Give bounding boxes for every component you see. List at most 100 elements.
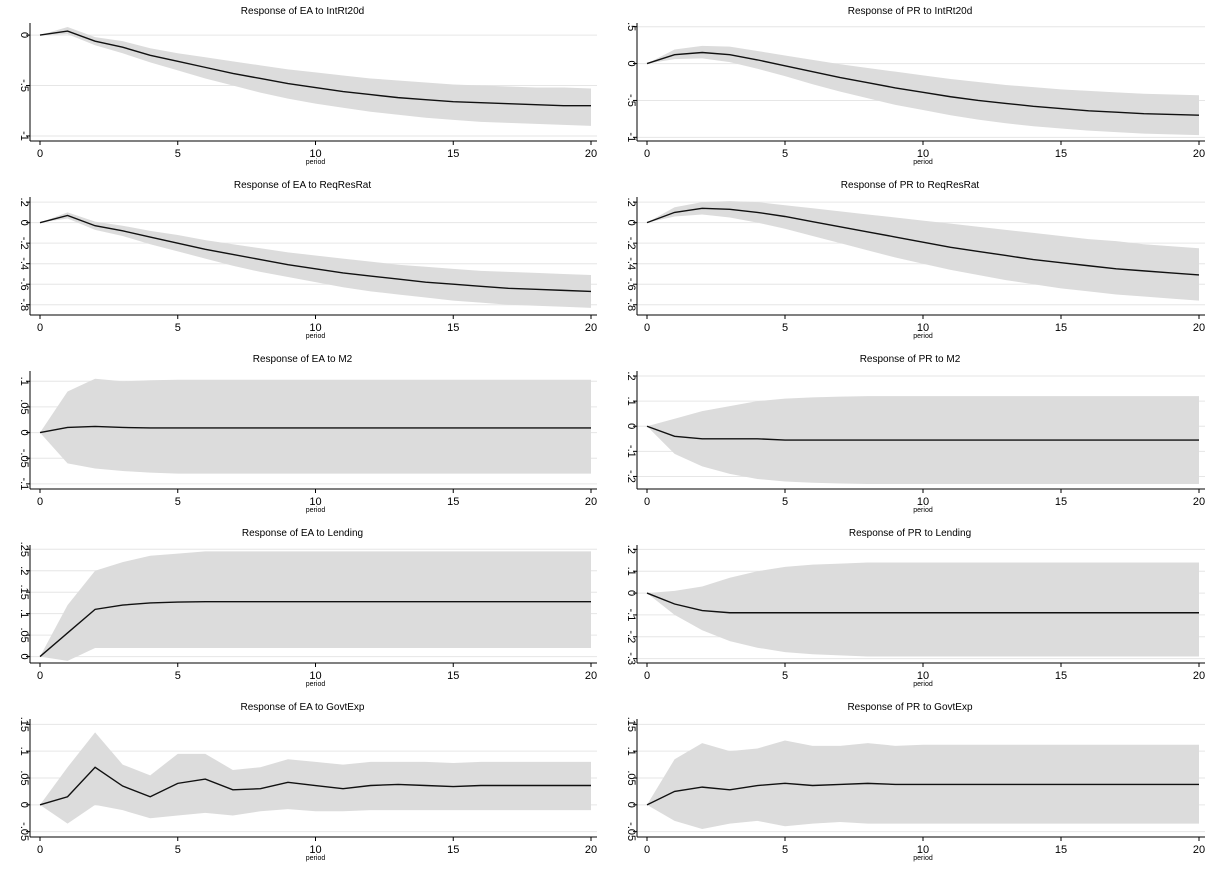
confidence-band — [40, 27, 591, 126]
y-tick-label: 0 — [18, 654, 30, 660]
y-tick-label: .15 — [18, 717, 30, 732]
x-tick-label: 15 — [1055, 148, 1067, 160]
chart-panel-8: Response of EA to GovtExp .15 .1 .05 0 -.05 0 5… — [18, 702, 597, 862]
x-tick-label: 5 — [782, 322, 788, 334]
y-tick-label: -.4 — [625, 257, 637, 270]
y-tick-label: -1 — [18, 131, 30, 141]
y-tick-label: .15 — [625, 717, 637, 732]
x-tick-label: 15 — [447, 148, 459, 160]
y-tick-label: .1 — [18, 609, 30, 618]
x-tick-label: 20 — [585, 496, 597, 508]
response-line — [646, 782, 1199, 806]
x-tick-label: 5 — [175, 322, 181, 334]
y-tick-label: -.5 — [18, 79, 30, 92]
y-tick-label: 0 — [625, 220, 637, 226]
chart-title: Response of EA to GovtExp — [241, 702, 365, 713]
response-line — [39, 766, 591, 806]
x-tick-label: 5 — [782, 670, 788, 682]
x-tick-label: 10 — [917, 148, 929, 160]
chart-title: Response of PR to M2 — [860, 354, 961, 365]
y-tick-label: -.6 — [625, 278, 637, 291]
chart-title: Response of PR to IntRt20d — [848, 6, 973, 17]
y-tick-label: .15 — [18, 585, 30, 600]
y-tick-label: .2 — [625, 371, 637, 380]
x-tick-label: 0 — [644, 844, 650, 856]
x-tick-label: 10 — [917, 844, 929, 856]
confidence-band — [647, 201, 1199, 301]
confidence-band — [40, 378, 591, 474]
response-line — [646, 207, 1200, 276]
x-tick-label: 15 — [447, 844, 459, 856]
y-tick-label: -.2 — [625, 470, 637, 483]
y-tick-label: 0 — [18, 430, 30, 436]
x-tick-label: 0 — [37, 496, 43, 508]
x-axis-label: period — [306, 333, 326, 340]
y-tick-label: 0 — [625, 590, 637, 596]
response-line — [39, 214, 592, 293]
x-axis-label: period — [306, 855, 326, 862]
x-tick-label: 20 — [585, 322, 597, 334]
x-axis-label: period — [913, 159, 933, 166]
y-tick-label: -.6 — [18, 278, 30, 291]
x-axis-label: period — [913, 681, 933, 688]
chart-panel-9: Response of PR to GovtExp .15 .1 .05 0 -.05 0 5… — [625, 702, 1205, 862]
y-tick-label: -.8 — [18, 298, 30, 311]
chart-panel-5: Response of PR to M2 .2 .1 0 -.1 -.2 0 5 10 15 20 p… — [625, 354, 1205, 514]
y-tick-label: .2 — [625, 545, 637, 554]
chart-panel-0: Response of EA to IntRt20d 0 -.5 -1 0 5 10 15 20… — [18, 6, 597, 166]
x-tick-label: 0 — [37, 844, 43, 856]
y-tick-label: -.1 — [625, 445, 637, 458]
x-tick-label: 5 — [175, 844, 181, 856]
y-tick-label: -.1 — [625, 609, 637, 622]
y-tick-label: .1 — [18, 377, 30, 386]
chart-title: Response of PR to Lending — [849, 528, 971, 539]
y-tick-label: 0 — [18, 802, 30, 808]
x-tick-label: 15 — [447, 496, 459, 508]
y-tick-label: 0 — [625, 423, 637, 429]
x-tick-label: 20 — [585, 148, 597, 160]
y-tick-label: -.8 — [625, 298, 637, 311]
x-tick-label: 5 — [782, 148, 788, 160]
chart-panel-3: Response of PR to ReqResRat .2 0 -.2 -.4 -.6 -… — [625, 180, 1205, 340]
x-tick-label: 0 — [644, 670, 650, 682]
confidence-band — [40, 212, 591, 308]
chart-title: Response of EA to IntRt20d — [241, 6, 364, 17]
y-tick-label: .1 — [625, 397, 637, 406]
y-tick-label: -.05 — [18, 822, 30, 841]
x-tick-label: 20 — [585, 844, 597, 856]
x-tick-label: 15 — [1055, 322, 1067, 334]
x-axis-label: period — [306, 159, 326, 166]
y-tick-label: -1 — [625, 132, 637, 142]
x-tick-label: 15 — [1055, 670, 1067, 682]
y-tick-label: .05 — [18, 770, 30, 785]
y-tick-label: -.4 — [18, 257, 30, 270]
y-tick-label: -.3 — [625, 652, 637, 665]
y-tick-label: .2 — [18, 198, 30, 207]
y-tick-label: .1 — [625, 747, 637, 756]
y-tick-label: .2 — [625, 198, 637, 207]
y-tick-label: -.5 — [625, 94, 637, 107]
response-line — [39, 600, 591, 658]
x-tick-label: 20 — [1193, 670, 1205, 682]
y-tick-label: 0 — [625, 61, 637, 67]
x-tick-label: 15 — [447, 670, 459, 682]
x-tick-label: 5 — [782, 496, 788, 508]
x-tick-label: 10 — [917, 322, 929, 334]
y-tick-label: 0 — [625, 802, 637, 808]
x-tick-label: 20 — [1193, 844, 1205, 856]
chart-panel-6: Response of EA to Lending 0 .05 .1 .15 .2 .25 0… — [18, 528, 597, 688]
x-tick-label: 15 — [447, 322, 459, 334]
y-tick-label: .1 — [625, 567, 637, 576]
x-tick-label: 0 — [37, 148, 43, 160]
x-tick-label: 0 — [37, 670, 43, 682]
y-tick-label: -.2 — [625, 237, 637, 250]
chart-panel-7: Response of PR to Lending .2 .1 0 -.1 -.2 -.3 0… — [625, 528, 1205, 688]
x-tick-label: 0 — [37, 322, 43, 334]
chart-title: Response of EA to Lending — [242, 528, 363, 539]
x-tick-label: 0 — [644, 322, 650, 334]
x-tick-label: 5 — [782, 844, 788, 856]
y-tick-label: 0 — [18, 220, 30, 226]
x-tick-label: 5 — [175, 496, 181, 508]
y-tick-label: -.2 — [625, 630, 637, 643]
x-tick-label: 10 — [309, 322, 321, 334]
